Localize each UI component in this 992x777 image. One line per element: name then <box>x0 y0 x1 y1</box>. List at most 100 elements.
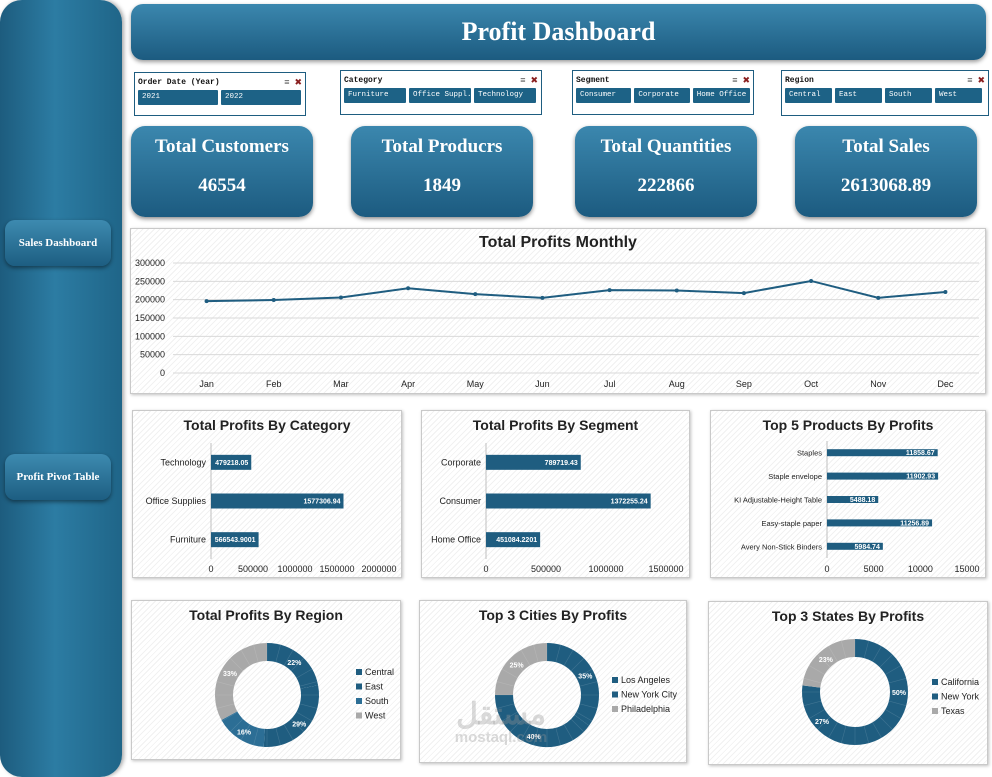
slice-texture <box>533 727 539 746</box>
legend-label: South <box>365 696 389 706</box>
donut-chart-svg: 22% 29% 16% 33% Central East South West <box>215 643 394 747</box>
slice-percent-label: 22% <box>287 660 302 667</box>
category-label: Furniture <box>170 535 206 545</box>
slicer-item-technology[interactable]: Technology <box>474 88 536 103</box>
legend-swatch <box>612 706 618 712</box>
chart-title: Top 3 States By Profits <box>771 608 925 624</box>
slice-percent-label: 50% <box>892 690 907 697</box>
slice-texture <box>888 700 907 707</box>
bar <box>827 472 939 480</box>
watermark-arabic: مستقل <box>456 698 546 731</box>
profit-pivot-table-button[interactable]: Profit Pivot Table <box>5 454 111 500</box>
multi-select-icon[interactable]: ≡ <box>967 74 973 85</box>
region-profit-chart: Total Profits By Region 22% 29% 16% 33% Cent… <box>131 600 401 760</box>
sales-dashboard-button[interactable]: Sales Dashboard <box>5 220 111 266</box>
bar-value-label: 5984.74 <box>855 544 880 551</box>
segment-slicer[interactable]: Segment ≡ ✖ Consumer Corporate Home Offic… <box>572 70 754 115</box>
legend-label: Philadelphia <box>621 704 670 714</box>
slice-texture <box>275 727 281 746</box>
bar-value-label: 479218.05 <box>215 460 248 467</box>
bar <box>486 532 541 548</box>
legend-swatch <box>612 677 618 683</box>
year-slicer[interactable]: Order Date (Year) ≡ ✖ 2021 2022 <box>134 72 306 116</box>
slicer-item-2022[interactable]: 2022 <box>221 90 301 105</box>
slice-texture <box>579 703 598 709</box>
slicer-item-central[interactable]: Central <box>785 88 832 103</box>
slice-percent-label: 23% <box>819 657 834 664</box>
slice-texture <box>563 649 574 666</box>
slice-texture <box>879 654 893 668</box>
y-tick-label: 200000 <box>135 295 165 305</box>
category-slicer[interactable]: Category ≡ ✖ Furniture Office Suppl... Te… <box>340 70 542 115</box>
slice-texture <box>555 644 561 663</box>
slice-texture <box>496 681 515 687</box>
category-label: Avery Non-Stick Binders <box>741 542 822 551</box>
x-tick-label: 1500000 <box>648 564 683 574</box>
slice-texture <box>253 727 259 746</box>
x-tick-label: 0 <box>824 564 829 574</box>
slice-texture <box>879 716 893 730</box>
slice-texture <box>216 681 235 687</box>
multi-select-icon[interactable]: ≡ <box>284 76 290 87</box>
x-tick-label: Jun <box>535 379 550 389</box>
watermark: مستقل mostaql.com <box>436 700 566 746</box>
legend-label: Central <box>365 667 394 677</box>
donut-slice <box>802 685 856 745</box>
data-point <box>204 299 209 304</box>
clear-filter-icon[interactable]: ✖ <box>742 74 750 85</box>
slice-texture <box>216 703 235 709</box>
x-tick-label: 1000000 <box>277 564 312 574</box>
y-tick-label: 0 <box>160 368 165 378</box>
slicer-item-office-supplies[interactable]: Office Suppl... <box>409 88 471 103</box>
bar-value-label: 5488.18 <box>850 497 875 504</box>
multi-select-icon[interactable]: ≡ <box>520 74 526 85</box>
region-slicer[interactable]: Region ≡ ✖ Central East South West <box>781 70 989 116</box>
profit-series-line <box>206 279 946 303</box>
legend-swatch <box>356 669 362 675</box>
legend-label: New York <box>941 692 980 702</box>
x-tick-label: 15000 <box>954 564 979 574</box>
x-tick-label: 10000 <box>908 564 933 574</box>
legend-swatch <box>932 679 938 685</box>
slice-texture <box>510 658 524 672</box>
slicer-title: Region <box>785 75 814 85</box>
data-point <box>540 295 545 300</box>
slicer-item-west[interactable]: West <box>935 88 982 103</box>
slice-texture <box>299 703 318 709</box>
kpi-label: Total Sales <box>842 136 930 157</box>
data-point <box>338 295 343 300</box>
data-point <box>876 295 881 300</box>
bar-value-label: 451084.2201 <box>496 537 537 544</box>
slicer-item-consumer[interactable]: Consumer <box>576 88 632 103</box>
x-tick-label: May <box>467 379 485 389</box>
legend-swatch <box>356 698 362 704</box>
slice-texture <box>240 649 251 666</box>
slice-percent-label: 25% <box>510 663 525 670</box>
slice-texture <box>570 718 584 732</box>
clear-filter-icon[interactable]: ✖ <box>977 74 985 85</box>
slicer-item-south[interactable]: South <box>885 88 932 103</box>
clear-filter-icon[interactable]: ✖ <box>294 76 302 87</box>
slice-texture <box>296 668 313 679</box>
donut-slice <box>546 643 599 726</box>
multi-select-icon[interactable]: ≡ <box>732 74 738 85</box>
chart-title: Total Profits By Region <box>189 607 343 623</box>
slice-texture <box>496 703 515 709</box>
category-label: Easy-staple paper <box>762 519 823 528</box>
slicer-item-east[interactable]: East <box>835 88 882 103</box>
slicer-item-corporate[interactable]: Corporate <box>634 88 690 103</box>
x-tick-label: Jul <box>604 379 616 389</box>
slicer-item-2021[interactable]: 2021 <box>138 90 218 105</box>
data-point <box>943 289 948 294</box>
slice-texture <box>555 727 561 746</box>
category-label: Corporate <box>441 457 481 467</box>
bar-value-label: 566543.9001 <box>215 537 256 544</box>
slice-texture <box>275 644 281 663</box>
slice-texture <box>221 711 238 722</box>
slice-texture <box>520 724 531 741</box>
slicer-item-home-office[interactable]: Home Office <box>692 88 750 103</box>
bar <box>211 454 252 470</box>
clear-filter-icon[interactable]: ✖ <box>530 74 538 85</box>
slicer-item-furniture[interactable]: Furniture <box>344 88 406 103</box>
donut-slice <box>495 643 548 696</box>
